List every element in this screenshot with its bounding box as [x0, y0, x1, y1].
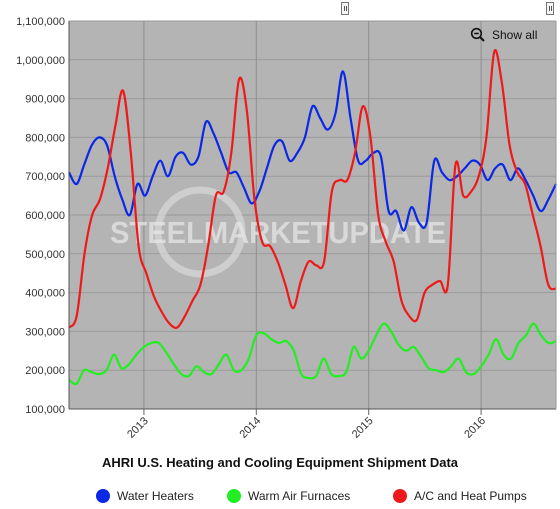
legend-marker: [96, 489, 110, 503]
y-tick-label: 900,000: [25, 94, 65, 106]
x-tick-label: 2016: [462, 415, 488, 441]
legend-label: Warm Air Furnaces: [248, 489, 351, 503]
watermark-ring: [154, 186, 246, 278]
y-tick-label: 300,000: [25, 326, 65, 338]
range-left-handle[interactable]: [341, 2, 349, 15]
axes: [68, 21, 557, 415]
x-tick-label: 2013: [125, 415, 151, 441]
y-tick-label: 700,000: [25, 171, 65, 183]
y-tick-label: 500,000: [25, 249, 65, 261]
range-right-handle[interactable]: [546, 2, 554, 15]
show-all-button[interactable]: Show all: [470, 27, 537, 43]
legend-item-warm-air-furnaces[interactable]: Warm Air Furnaces: [227, 489, 350, 503]
tick-labels: 100,000 200,000 300,000 400,000 500,000 600,0…: [16, 16, 488, 441]
y-tick-label: 800,000: [25, 132, 65, 144]
legend-label: Water Heaters: [117, 489, 194, 503]
legend-marker: [227, 489, 241, 503]
zoom-out-icon: [470, 27, 485, 42]
y-tick-label: 200,000: [25, 365, 65, 377]
show-all-label: Show all: [492, 28, 538, 42]
y-tick-label: 100,000: [25, 404, 65, 416]
y-tick-label: 600,000: [25, 210, 65, 222]
x-tick-label: 2014: [237, 415, 263, 441]
x-tick-label: 2015: [350, 415, 376, 441]
y-tick-label: 400,000: [25, 288, 65, 300]
chart-title: AHRI U.S. Heating and Cooling Equipment …: [101, 455, 459, 470]
water-heaters-line: [68, 70, 557, 232]
grid: [69, 20, 556, 410]
legend: Water Heaters Warm Air Furnaces A/C and …: [0, 489, 560, 509]
legend-item-ac-heat-pumps[interactable]: A/C and Heat Pumps: [393, 489, 527, 503]
legend-marker: [393, 489, 407, 503]
y-tick-label: 1,000,000: [16, 55, 65, 67]
watermark-text: STEELMARKETUPDATE: [110, 215, 446, 250]
series-layer: [68, 49, 557, 386]
legend-item-water-heaters[interactable]: Water Heaters: [96, 489, 194, 503]
warm-air-furnaces-line: [68, 322, 557, 386]
ac-heat-pumps-line: [68, 49, 557, 329]
y-tick-label: 1,100,000: [16, 16, 65, 28]
watermark: STEELMARKETUPDATE: [110, 186, 446, 278]
legend-label: A/C and Heat Pumps: [414, 489, 527, 503]
